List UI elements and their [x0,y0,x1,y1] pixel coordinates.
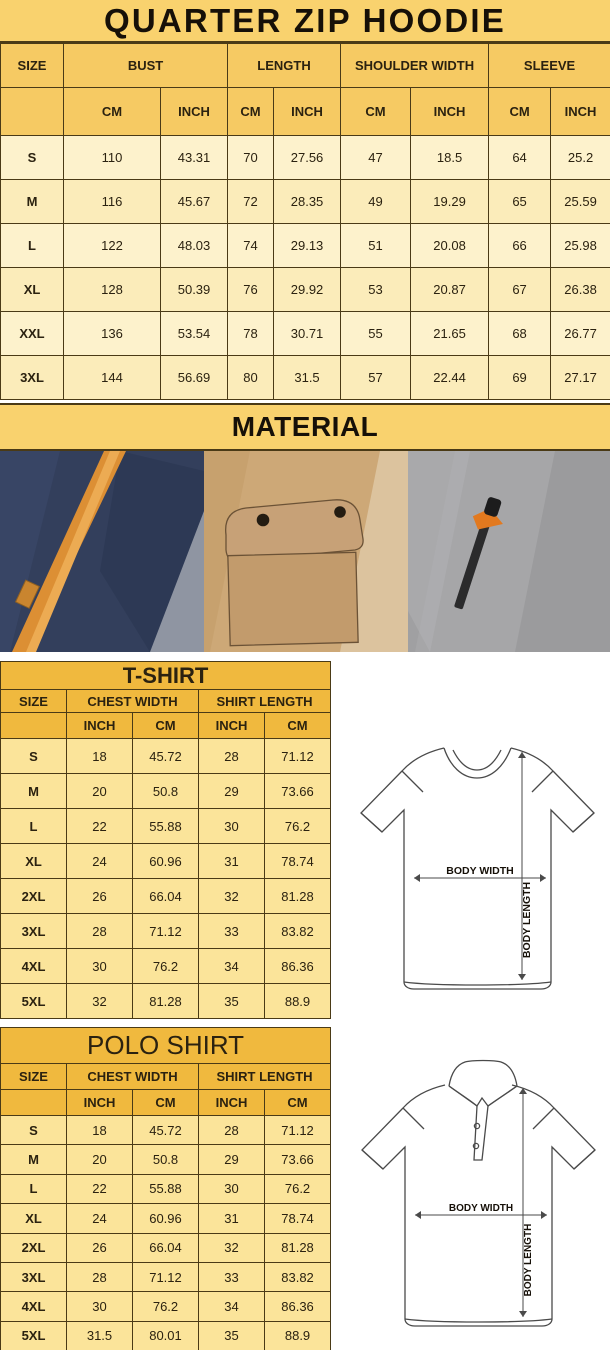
svg-text:BODY WIDTH: BODY WIDTH [446,865,513,877]
svg-text:BODY LENGTH: BODY LENGTH [523,1224,534,1297]
svg-text:BODY WIDTH: BODY WIDTH [449,1203,513,1214]
svg-text:BODY LENGTH: BODY LENGTH [521,882,533,958]
